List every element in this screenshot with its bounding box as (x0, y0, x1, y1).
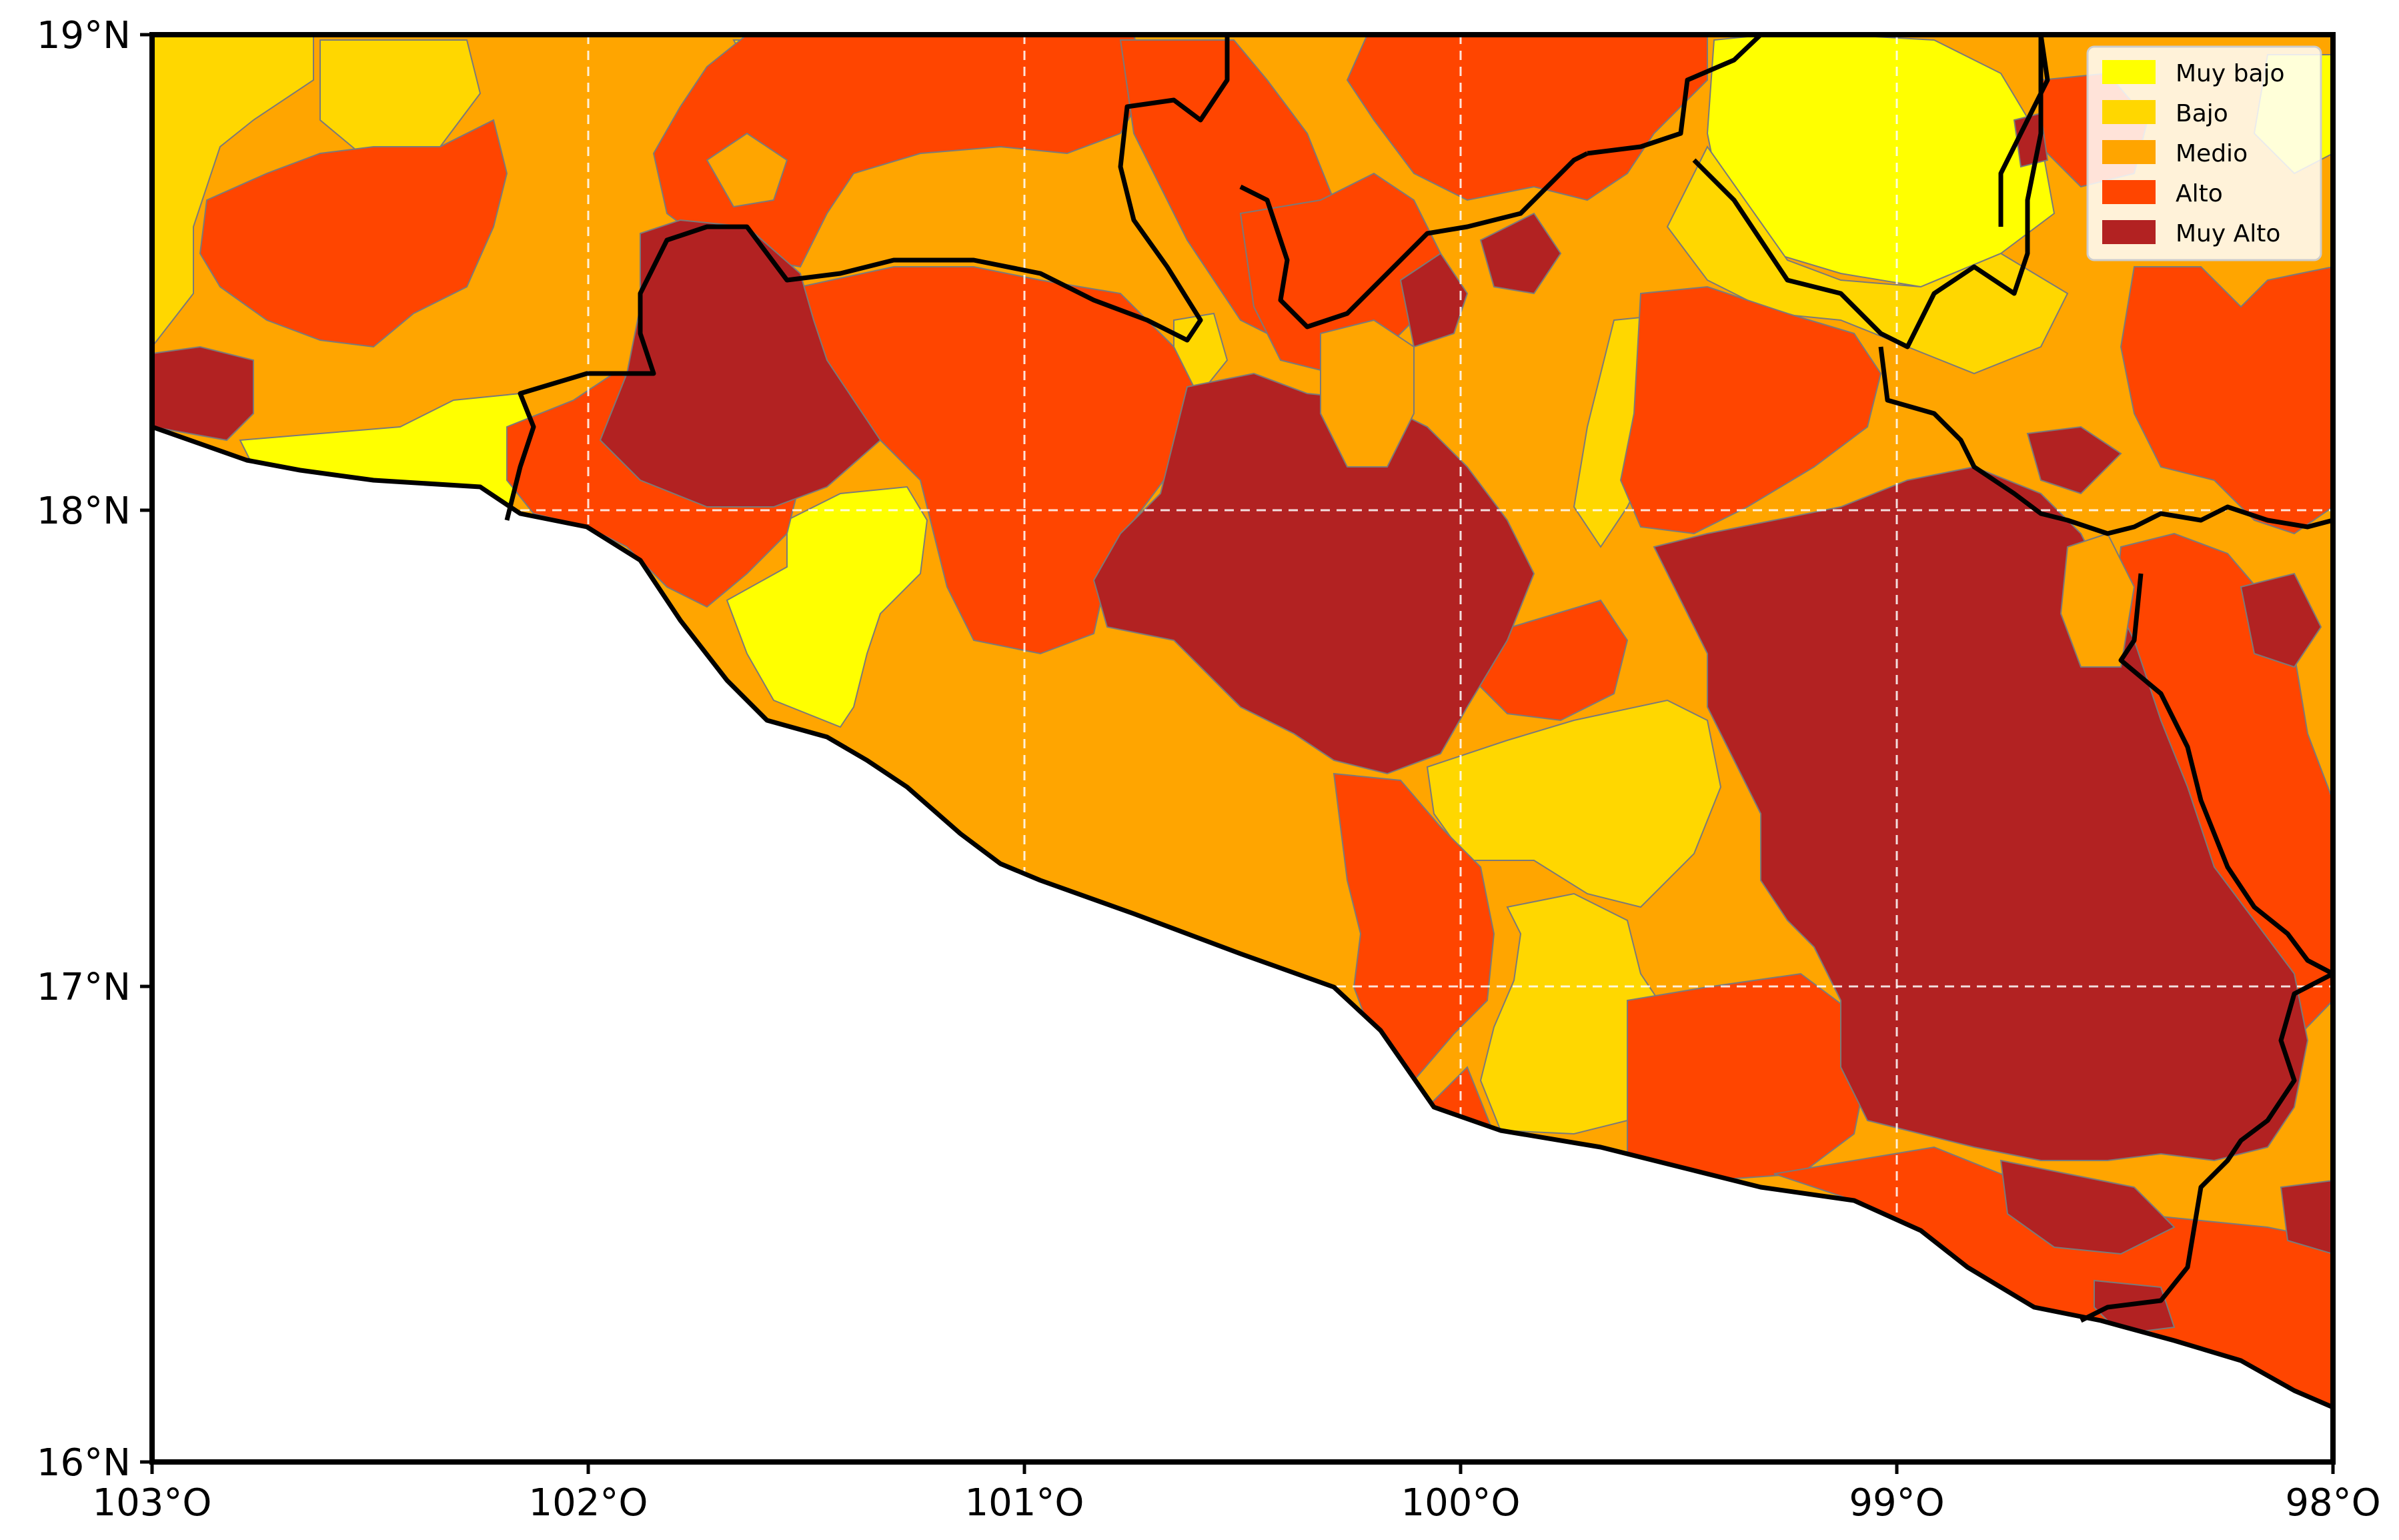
legend-swatch (2102, 100, 2156, 124)
legend-item: Alto (2102, 180, 2223, 207)
legend-swatch (2102, 60, 2156, 84)
x-tick-label: 99°O (1849, 1481, 1944, 1525)
ocean (152, 427, 2333, 1462)
region-bajo-4 (1479, 892, 1669, 1135)
legend-item: Bajo (2102, 100, 2228, 127)
coastline (152, 424, 2333, 1410)
y-tick-labels: 19°N 18°N 17°N 16°N (37, 14, 131, 1485)
map-frame (149, 32, 2336, 1465)
x-tick-labels: 103°O 102°O 101°O 100°O 99°O 98°O (93, 1481, 2381, 1525)
region-alto-4 (199, 119, 508, 348)
x-tick-label: 98°O (2285, 1481, 2380, 1525)
x-tick-label: 102°O (529, 1481, 648, 1525)
state-border-guerrero-mexico (1239, 151, 1589, 329)
region-muy-alto-2 (152, 345, 254, 442)
y-tick-label: 17°N (37, 966, 131, 1009)
legend-item: Muy bajo (2102, 60, 2285, 87)
y-tick-label: 18°N (37, 490, 131, 533)
x-tick-label: 103°O (93, 1481, 212, 1525)
region-muy-alto-11 (2240, 572, 2322, 668)
region-bajo-1 (152, 35, 314, 348)
y-tick-label: 19°N (37, 14, 131, 57)
region-muy-alto-1 (599, 219, 882, 508)
land-regions (152, 35, 2333, 1462)
legend-item: Medio (2102, 140, 2248, 167)
region-muy-alto-8 (2000, 1159, 2176, 1255)
legend-item: Muy Alto (2102, 220, 2280, 247)
region-medio-3 (706, 132, 788, 208)
region-medio-1 (1320, 319, 1415, 468)
region-alto-9 (1619, 285, 1882, 535)
region-muy-bajo-4 (726, 486, 928, 728)
legend-swatch (2102, 220, 2156, 244)
region-muy-alto-10 (2280, 1179, 2333, 1255)
state-border-puebla (1878, 346, 2333, 536)
legend-label: Medio (2176, 140, 2248, 167)
legend-label: Bajo (2176, 100, 2228, 127)
region-bajo-5 (1666, 145, 2069, 375)
region-alto-10 (1627, 972, 1869, 1182)
tick-marks (140, 33, 2335, 1474)
state-border-guerrero-michoacan (504, 35, 1230, 521)
legend-label: Alto (2176, 180, 2223, 207)
legend-label: Muy Alto (2176, 220, 2280, 247)
legend-swatch (2102, 140, 2156, 164)
x-tick-label: 101°O (965, 1481, 1084, 1525)
state-border-puebla-north (1998, 35, 2050, 227)
state-border-morelos (1587, 35, 1763, 156)
x-tick-label: 100°O (1401, 1481, 1521, 1525)
legend: Muy bajo Bajo Medio Alto Muy Alto (2086, 45, 2322, 261)
region-muy-alto-5 (1479, 212, 1562, 295)
region-muy-alto-9 (2094, 1279, 2176, 1335)
region-muy-alto-7 (2026, 426, 2122, 495)
region-alto-7 (1333, 772, 1495, 1082)
state-border-morelos-east (1692, 35, 2044, 349)
region-alto-12 (2120, 265, 2333, 535)
state-border-oaxaca-south (2080, 971, 2333, 1323)
y-tick-label: 16°N (37, 1441, 131, 1485)
legend-label: Muy bajo (2176, 60, 2285, 87)
gridlines (152, 35, 2333, 1462)
legend-swatch (2102, 180, 2156, 204)
state-border-oaxaca (2118, 573, 2333, 976)
